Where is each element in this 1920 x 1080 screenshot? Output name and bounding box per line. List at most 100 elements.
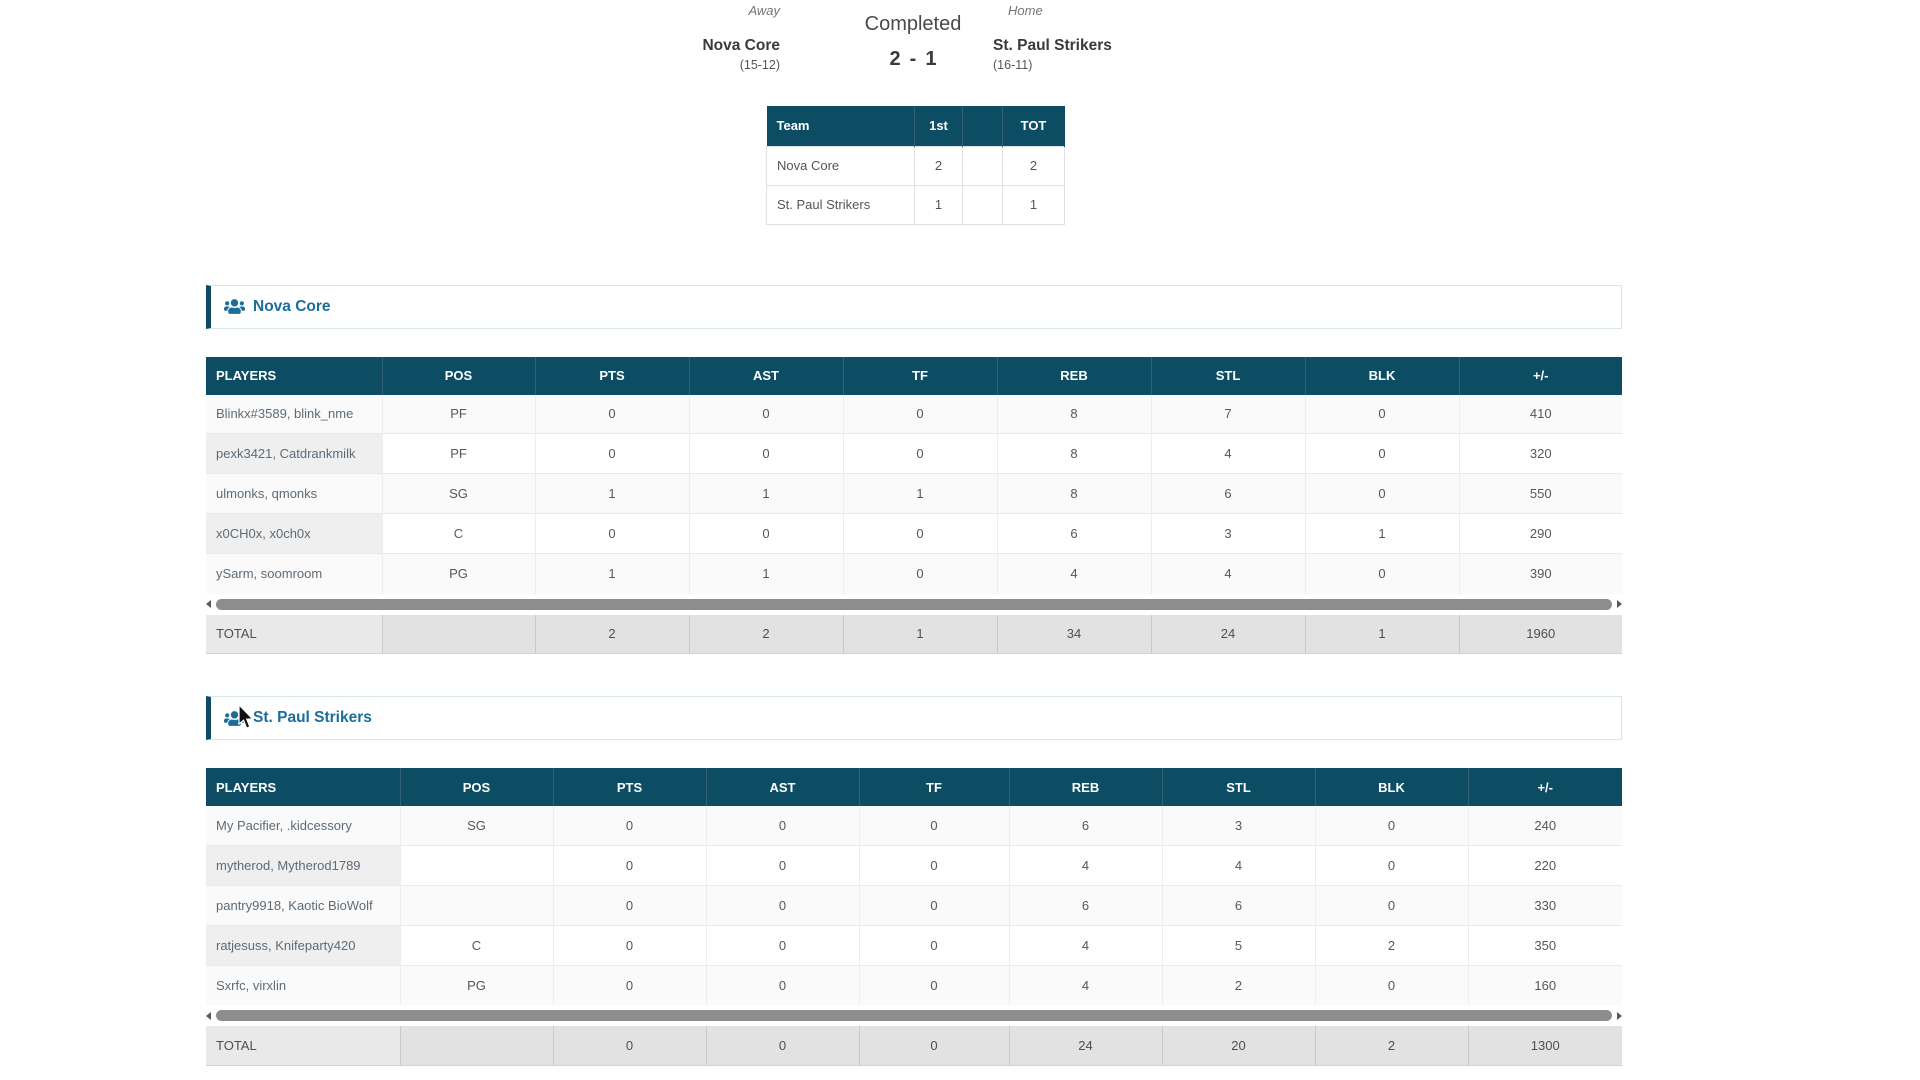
stat-cell: PF xyxy=(382,394,536,434)
users-icon xyxy=(224,298,245,315)
total-label: TOTAL xyxy=(206,1026,401,1066)
player-name-link[interactable]: ulmonks, qmonks xyxy=(206,473,383,514)
away-side-label: Away xyxy=(748,3,780,18)
total-cell: 1960 xyxy=(1459,614,1622,654)
stat-cell: 0 xyxy=(689,513,844,554)
stat-cell: 220 xyxy=(1468,844,1622,885)
player-name-link[interactable]: x0CH0x, x0ch0x xyxy=(206,513,383,554)
total-label: TOTAL xyxy=(206,614,383,654)
stat-cell: 0 xyxy=(535,433,690,474)
col-header-pos: POS xyxy=(382,356,536,395)
col-header-players: PLAYERS xyxy=(206,768,401,806)
player-name-link[interactable]: ySarm, soomroom xyxy=(206,553,383,594)
team-section-st-paul-strikers: St. Paul Strikers PLAYERS POS PTS AST TF REB S… xyxy=(206,696,1622,1066)
team-header-bar-st-paul-strikers[interactable]: St. Paul Strikers xyxy=(206,696,1622,740)
total-cell: 2 xyxy=(535,614,690,654)
stat-cell: 0 xyxy=(553,806,707,845)
score-total-cell: 2 xyxy=(1002,145,1065,186)
score-row: Nova Core 2 2 xyxy=(766,145,1065,186)
stat-cell: C xyxy=(382,513,536,554)
stat-cell: SG xyxy=(382,473,536,514)
player-name-link[interactable]: Blinkx#3589, blink_nme xyxy=(206,394,383,434)
player-row: pexk3421, Catdrankmilk PF 0 0 0 8 4 0 320 xyxy=(206,433,1622,474)
away-team-name: Nova Core xyxy=(702,37,780,54)
stat-cell: C xyxy=(400,924,554,965)
total-row-table: TOTAL 2 2 1 34 24 1 1960 xyxy=(206,614,1622,654)
stat-cell: 0 xyxy=(535,513,690,554)
scroll-right-arrow-icon[interactable] xyxy=(1617,600,1622,608)
team-header-bar-nova-core[interactable]: Nova Core xyxy=(206,284,1622,329)
player-name-link[interactable]: Sxrfc, virxlin xyxy=(206,964,401,1005)
scroll-left-arrow-icon[interactable] xyxy=(206,600,211,608)
stat-cell: 6 xyxy=(1009,806,1163,845)
scrollbar-thumb[interactable] xyxy=(216,598,1612,610)
stat-cell: 5 xyxy=(1162,924,1316,965)
total-cell: 0 xyxy=(706,1026,860,1066)
stat-cell: 0 xyxy=(859,844,1010,885)
stat-cell: 1 xyxy=(535,473,690,514)
stat-cell: 0 xyxy=(859,806,1010,845)
stat-cell: 350 xyxy=(1468,924,1622,965)
home-team-name: St. Paul Strikers xyxy=(993,37,1112,54)
col-header-players: PLAYERS xyxy=(206,356,383,395)
player-name-link[interactable]: ratjesuss, Knifeparty420 xyxy=(206,924,401,965)
stat-cell: 0 xyxy=(859,964,1010,1005)
player-row: mytherod, Mytherod1789 0 0 0 4 4 0 220 xyxy=(206,844,1622,885)
col-header-blk: BLK xyxy=(1315,768,1469,806)
scroll-right-arrow-icon[interactable] xyxy=(1617,1011,1622,1020)
player-stats-table-host: PLAYERS POS PTS AST TF REB STL BLK +/- Blinkx#358… xyxy=(206,356,1622,594)
stat-cell: 3 xyxy=(1151,513,1306,554)
stat-cell: 0 xyxy=(1315,964,1469,1005)
total-cell: 24 xyxy=(1151,614,1306,654)
stat-cell: 0 xyxy=(843,433,998,474)
stat-cell: 240 xyxy=(1468,806,1622,845)
stat-cell: 2 xyxy=(1315,924,1469,965)
score-total-cell: 1 xyxy=(1002,184,1065,225)
total-cell: 2 xyxy=(1315,1026,1469,1066)
match-status: Completed xyxy=(864,13,962,35)
scroll-left-arrow-icon[interactable] xyxy=(206,1011,211,1020)
player-name-link[interactable]: My Pacifier, .kidcessory xyxy=(206,806,401,845)
stat-cell: 410 xyxy=(1459,394,1622,434)
score-table: Team 1st TOT Nova Core 2 2 St. Paul Strikers 1 1 xyxy=(766,106,1065,225)
col-header-plusminus: +/- xyxy=(1468,768,1622,806)
score-col-tot: TOT xyxy=(1002,106,1065,146)
player-name-link[interactable]: pexk3421, Catdrankmilk xyxy=(206,433,383,474)
total-cell: 1 xyxy=(843,614,998,654)
score-col-team: Team xyxy=(766,106,915,146)
horizontal-scrollbar[interactable] xyxy=(206,597,1622,612)
player-row: Blinkx#3589, blink_nme PF 0 0 0 8 7 0 410 xyxy=(206,394,1622,434)
player-stats-table: PLAYERS POS PTS AST TF REB STL BLK +/- Blinkx#358… xyxy=(206,356,1622,594)
stat-cell: 8 xyxy=(997,394,1152,434)
stat-cell: 0 xyxy=(553,924,707,965)
stat-cell: 0 xyxy=(706,964,860,1005)
users-icon xyxy=(224,710,245,727)
stat-cell: SG xyxy=(400,806,554,845)
horizontal-scrollbar[interactable] xyxy=(206,1008,1622,1023)
player-stats-table-host: PLAYERS POS PTS AST TF REB STL BLK +/- My Pacifie… xyxy=(206,768,1622,1005)
stat-cell: 6 xyxy=(1162,884,1316,925)
stat-cell: 0 xyxy=(689,433,844,474)
stat-cell: 0 xyxy=(1315,806,1469,845)
stat-cell: 4 xyxy=(1009,844,1163,885)
stat-cell: PG xyxy=(382,553,536,594)
scrollbar-thumb[interactable] xyxy=(216,1010,1612,1021)
player-name-link[interactable]: mytherod, Mytherod1789 xyxy=(206,844,401,885)
stat-cell: 0 xyxy=(1305,433,1460,474)
team-title: St. Paul Strikers xyxy=(253,709,372,726)
total-cell: 24 xyxy=(1009,1026,1163,1066)
col-header-stl: STL xyxy=(1151,356,1306,395)
player-name-link[interactable]: pantry9918, Kaotic BioWolf xyxy=(206,884,401,925)
stat-cell: 6 xyxy=(1009,884,1163,925)
home-side-label: Home xyxy=(1008,3,1043,18)
stat-cell: 550 xyxy=(1459,473,1622,514)
total-cell: 0 xyxy=(859,1026,1010,1066)
stat-cell: 1 xyxy=(1305,513,1460,554)
stat-cell: 0 xyxy=(1305,553,1460,594)
total-row: TOTAL 0 0 0 24 20 2 1300 xyxy=(206,1026,1622,1066)
total-cell: 20 xyxy=(1162,1026,1316,1066)
stat-cell: 7 xyxy=(1151,394,1306,434)
score-col-blank xyxy=(962,106,1003,146)
stat-cell: 0 xyxy=(843,513,998,554)
total-cell: 34 xyxy=(997,614,1152,654)
